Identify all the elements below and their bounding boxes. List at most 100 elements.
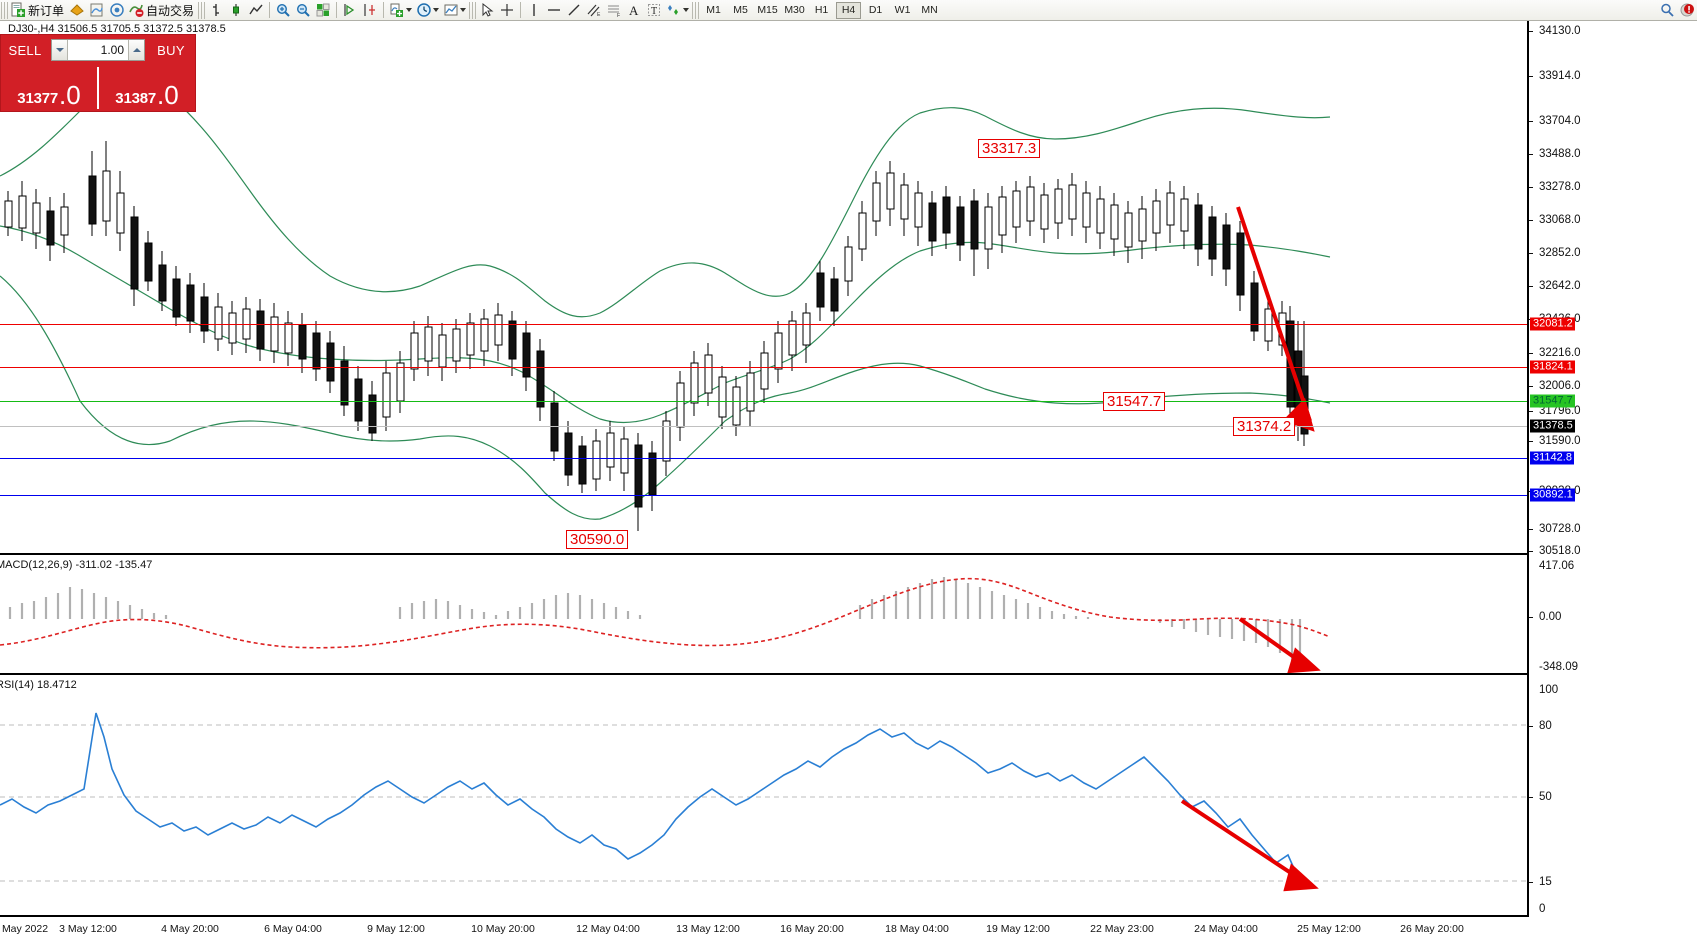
- toolbar-grip-2[interactable]: [198, 1, 206, 19]
- time-label-7: 13 May 12:00: [676, 923, 740, 935]
- auto-scroll-button[interactable]: [360, 1, 380, 20]
- timeframe-m5[interactable]: M5: [733, 4, 748, 16]
- navigator-button[interactable]: [107, 1, 127, 20]
- sell-price-integer: 31377: [17, 90, 59, 107]
- crosshair-icon: [499, 2, 515, 18]
- price-tag-30892[interactable]: 30892.1: [1530, 488, 1575, 502]
- rsi-label: RSI(14) 18.4712: [0, 679, 77, 691]
- autotrading-button[interactable]: 自动交易: [127, 1, 197, 20]
- candlestick-chart-button[interactable]: [226, 1, 246, 20]
- macd-signal-line: [0, 577, 1331, 649]
- price-tick-33704: 33704.0: [1539, 115, 1581, 127]
- shift-end-button[interactable]: [340, 1, 360, 20]
- toolbar-grip[interactable]: [1, 1, 8, 19]
- price-tag-31824[interactable]: 31824.1: [1530, 360, 1575, 374]
- bollinger-upper-band: [0, 84, 1331, 318]
- toolbar-grip-4[interactable]: [692, 1, 700, 19]
- timeframe-h4[interactable]: H4: [836, 1, 862, 19]
- period-button[interactable]: [414, 1, 441, 20]
- buy-button[interactable]: BUY: [157, 42, 185, 58]
- rsi-pane[interactable]: RSI(14) 18.4712: [0, 677, 1527, 917]
- zoom-in-button[interactable]: [273, 1, 293, 20]
- indicators-button[interactable]: [387, 1, 414, 20]
- candlestick-chart-icon: [228, 2, 244, 18]
- search-button[interactable]: [1657, 1, 1677, 20]
- price-tag-31142[interactable]: 31142.8: [1530, 451, 1574, 465]
- price-tag-31547[interactable]: 31547.7: [1530, 394, 1575, 408]
- price-tick-32006: 32006.0: [1539, 380, 1581, 392]
- macd-pane[interactable]: MACD(12,26,9) -311.02 -135.47: [0, 557, 1527, 675]
- trendline-button[interactable]: [564, 1, 584, 20]
- sell-button[interactable]: SELL: [8, 42, 42, 58]
- vertical-line-button[interactable]: [524, 1, 544, 20]
- indicators-dropdown-caret[interactable]: [406, 8, 413, 12]
- fibonacci-icon: F: [606, 2, 622, 18]
- alert-button[interactable]: [1677, 1, 1697, 20]
- cursor-icon: [479, 2, 495, 18]
- annotation-30590[interactable]: 30590.0: [566, 530, 629, 549]
- templates-dropdown-caret[interactable]: [460, 8, 467, 12]
- toolbar-grip-3[interactable]: [469, 1, 477, 19]
- timeframe-h1[interactable]: H1: [814, 4, 829, 16]
- equidistant-channel-button[interactable]: E: [584, 1, 604, 20]
- level-line-32081[interactable]: [0, 324, 1527, 325]
- price-tag-31378[interactable]: 31378.5: [1530, 419, 1575, 433]
- timeframe-m15[interactable]: M15: [757, 4, 778, 16]
- rsi-downtrend-arrow: [1180, 799, 1319, 892]
- volume-value[interactable]: 1.00: [100, 43, 124, 57]
- horizontal-line-button[interactable]: [544, 1, 564, 20]
- timeframe-w1[interactable]: W1: [894, 4, 911, 16]
- cursor-button[interactable]: [477, 1, 497, 20]
- price-tick-33278: 33278.0: [1539, 181, 1581, 193]
- macd-histogram: [8, 577, 1302, 667]
- shapes-icon: [666, 2, 682, 18]
- price-tag-32081[interactable]: 32081.2: [1530, 317, 1575, 331]
- expert-advisor-icon: [69, 2, 85, 18]
- price-pane[interactable]: DJ30-,H4 31506.5 31705.5 31372.5 31378.5: [0, 21, 1527, 555]
- shapes-dropdown-caret[interactable]: [683, 8, 690, 12]
- macd-tick-min: -348.09: [1539, 661, 1579, 673]
- level-line-31378[interactable]: [0, 426, 1527, 427]
- annotation-31547[interactable]: 31547.7: [1103, 392, 1166, 411]
- text-button[interactable]: A: [624, 1, 644, 20]
- sell-price[interactable]: 31377 .0: [1, 65, 97, 111]
- volume-decrease-button[interactable]: [52, 40, 68, 60]
- shapes-button[interactable]: [664, 1, 691, 20]
- zoom-out-button[interactable]: [293, 1, 313, 20]
- rsi-tick-80: 80: [1539, 720, 1552, 732]
- time-axis[interactable]: May 2022 3 May 12:00 4 May 20:00 6 May 0…: [0, 919, 1697, 942]
- text-label-button[interactable]: T: [644, 1, 664, 20]
- fibonacci-button[interactable]: F: [604, 1, 624, 20]
- level-line-31824[interactable]: [0, 367, 1527, 368]
- data-window-button[interactable]: [87, 1, 107, 20]
- price-tick-33068: 33068.0: [1539, 214, 1581, 226]
- volume-increase-button[interactable]: [128, 40, 144, 60]
- rsi-tick-15: 15: [1539, 876, 1552, 888]
- new-order-button[interactable]: 新订单: [9, 1, 67, 20]
- level-line-31142[interactable]: [0, 458, 1527, 459]
- bar-chart-button[interactable]: [206, 1, 226, 20]
- chart-area[interactable]: DJ30-,H4 31506.5 31705.5 31372.5 31378.5: [0, 21, 1697, 942]
- grid-button[interactable]: [313, 1, 333, 20]
- timeframe-mn[interactable]: MN: [921, 4, 938, 16]
- price-axis[interactable]: 34130.0 33914.0 33704.0 33488.0 33278.0 …: [1527, 21, 1697, 917]
- annotation-33317[interactable]: 33317.3: [978, 139, 1041, 158]
- expert-advisor-button[interactable]: [67, 1, 87, 20]
- macd-downtrend-arrow: [1238, 617, 1321, 673]
- level-line-31547[interactable]: [0, 401, 1527, 402]
- macd-label: MACD(12,26,9) -311.02 -135.47: [0, 559, 153, 571]
- level-line-30892[interactable]: [0, 495, 1527, 496]
- one-click-trading-panel[interactable]: SELL 1.00 BUY 31377 .: [0, 34, 196, 112]
- templates-button[interactable]: [441, 1, 468, 20]
- timeframe-m1[interactable]: M1: [706, 4, 721, 16]
- crosshair-button[interactable]: [497, 1, 517, 20]
- buy-price[interactable]: 31387 .0: [99, 65, 195, 111]
- line-chart-button[interactable]: [246, 1, 266, 20]
- period-dropdown-caret[interactable]: [433, 8, 440, 12]
- annotation-31374[interactable]: 31374.2: [1233, 417, 1296, 436]
- symbol-ohlc-label: DJ30-,H4 31506.5 31705.5 31372.5 31378.5: [8, 23, 226, 35]
- timeframe-d1[interactable]: D1: [868, 4, 883, 16]
- timeframe-m30[interactable]: M30: [784, 4, 805, 16]
- rsi-tick-100: 100: [1539, 684, 1559, 696]
- volume-stepper[interactable]: 1.00: [51, 39, 145, 61]
